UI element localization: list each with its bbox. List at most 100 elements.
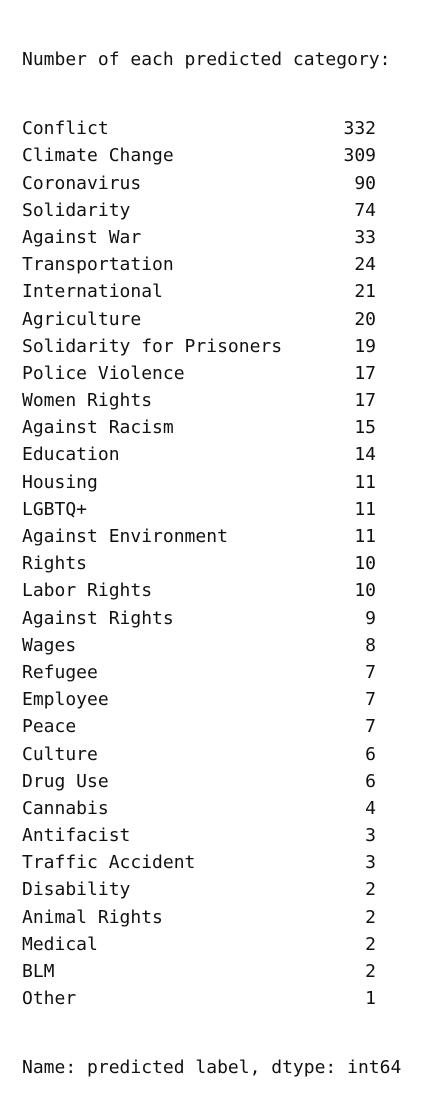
category-count: 7 <box>365 689 376 711</box>
category-count: 11 <box>354 498 376 520</box>
table-row: Traffic Accident 3 <box>0 849 438 876</box>
category-count: 2 <box>365 961 376 982</box>
table-row: Wages 8 <box>0 632 438 659</box>
category-label: Employee <box>22 689 109 711</box>
table-row: Peace 7 <box>0 713 438 740</box>
category-count: 74 <box>354 199 376 221</box>
category-count: 17 <box>354 390 376 412</box>
category-label: Housing <box>22 471 98 493</box>
table-row: Other 1 <box>0 985 438 1012</box>
category-count: 10 <box>354 580 376 602</box>
table-row: Against War 33 <box>0 224 438 251</box>
table-row: Culture 6 <box>0 741 438 768</box>
category-count: 11 <box>354 526 376 547</box>
category-count: 15 <box>354 417 376 439</box>
category-count: 33 <box>354 226 376 248</box>
output-header: Number of each predicted category: <box>22 49 391 70</box>
category-label: Other <box>22 988 77 1010</box>
category-label: Culture <box>22 743 98 765</box>
category-label: Against War <box>22 226 142 248</box>
category-label: Education <box>22 444 120 466</box>
category-count: 2 <box>365 933 376 955</box>
category-label: Against Rights <box>22 607 174 629</box>
category-label: Labor Rights <box>22 580 153 602</box>
category-label: Drug Use <box>22 770 109 792</box>
table-row: Antifacist 3 <box>0 822 438 849</box>
category-label: Women Rights <box>22 390 153 412</box>
table-row: Solidarity 74 <box>0 197 438 224</box>
table-row: Agriculture 20 <box>0 306 438 333</box>
category-label: Police Violence <box>22 362 185 384</box>
category-count: 21 <box>354 281 376 303</box>
category-label: Coronavirus <box>22 172 142 194</box>
category-label: Disability <box>22 879 131 901</box>
table-row: Against Racism 15 <box>0 414 438 441</box>
category-label: Climate Change <box>22 145 174 167</box>
category-count: 6 <box>365 770 376 792</box>
table-row: BLM 2 <box>0 958 438 985</box>
category-label: Solidarity for Prisoners <box>22 335 283 357</box>
category-count: 8 <box>365 634 376 656</box>
category-count: 2 <box>365 906 376 928</box>
table-row: Coronavirus 90 <box>0 170 438 197</box>
table-row: Climate Change 309 <box>0 142 438 169</box>
category-label: Against Environment <box>22 526 228 547</box>
table-row: Housing 11 <box>0 469 438 496</box>
table-row: Cannabis 4 <box>0 795 438 822</box>
category-count: 10 <box>354 553 376 575</box>
category-label: Animal Rights <box>22 906 163 928</box>
category-count-list: Conflict 332 Climate Change 309 Coronavirus 9… <box>0 115 438 1012</box>
category-count: 19 <box>354 335 376 357</box>
table-row: Transportation 24 <box>0 251 438 278</box>
table-row: Women Rights 17 <box>0 387 438 414</box>
cell-output: Number of each predicted category: Confl… <box>22 49 401 1078</box>
table-row: Animal Rights 2 <box>0 904 438 931</box>
category-label: Solidarity <box>22 199 131 221</box>
category-label: Wages <box>22 634 77 656</box>
category-count: 3 <box>365 852 376 874</box>
table-row: Conflict 332 <box>0 115 438 142</box>
category-label: Antifacist <box>22 825 131 847</box>
category-count: 90 <box>354 172 376 194</box>
category-count: 17 <box>354 362 376 384</box>
table-row: International 21 <box>0 278 438 305</box>
category-count: 7 <box>365 716 376 738</box>
table-row: Drug Use 6 <box>0 768 438 795</box>
category-count: 20 <box>354 308 376 330</box>
table-row: Medical 2 <box>0 931 438 958</box>
category-label: BLM <box>22 961 55 982</box>
output-footer: Name: predicted label, dtype: int64 <box>22 1057 402 1079</box>
category-label: Traffic Accident <box>22 852 196 874</box>
table-row: Refugee 7 <box>0 659 438 686</box>
table-row: Against Rights 9 <box>0 605 438 632</box>
table-row: Employee 7 <box>0 686 438 713</box>
category-label: Cannabis <box>22 797 109 819</box>
table-row: Solidarity for Prisoners 19 <box>0 333 438 360</box>
category-label: Against Racism <box>22 417 174 439</box>
table-row: LGBTQ+ 11 <box>0 496 438 523</box>
table-row: Police Violence 17 <box>0 360 438 387</box>
category-label: Refugee <box>22 661 98 683</box>
category-count: 1 <box>365 988 376 1010</box>
category-count: 6 <box>365 743 376 765</box>
category-count: 2 <box>365 879 376 901</box>
category-label: LGBTQ+ <box>22 498 88 520</box>
category-label: International <box>22 281 163 303</box>
category-label: Rights <box>22 553 88 575</box>
table-row: Education 14 <box>0 441 438 468</box>
table-row: Rights 10 <box>0 550 438 577</box>
category-count: 4 <box>365 797 376 819</box>
category-count: 14 <box>354 444 376 466</box>
category-count: 309 <box>343 145 376 167</box>
table-row: Disability 2 <box>0 876 438 903</box>
category-count: 24 <box>354 254 376 276</box>
category-label: Conflict <box>22 118 109 140</box>
category-count: 11 <box>354 471 376 493</box>
category-count: 9 <box>365 607 376 629</box>
category-count: 3 <box>365 825 376 847</box>
category-count: 332 <box>343 118 376 140</box>
category-label: Transportation <box>22 254 174 276</box>
category-label: Peace <box>22 716 77 738</box>
category-label: Medical <box>22 933 98 955</box>
category-label: Agriculture <box>22 308 142 330</box>
